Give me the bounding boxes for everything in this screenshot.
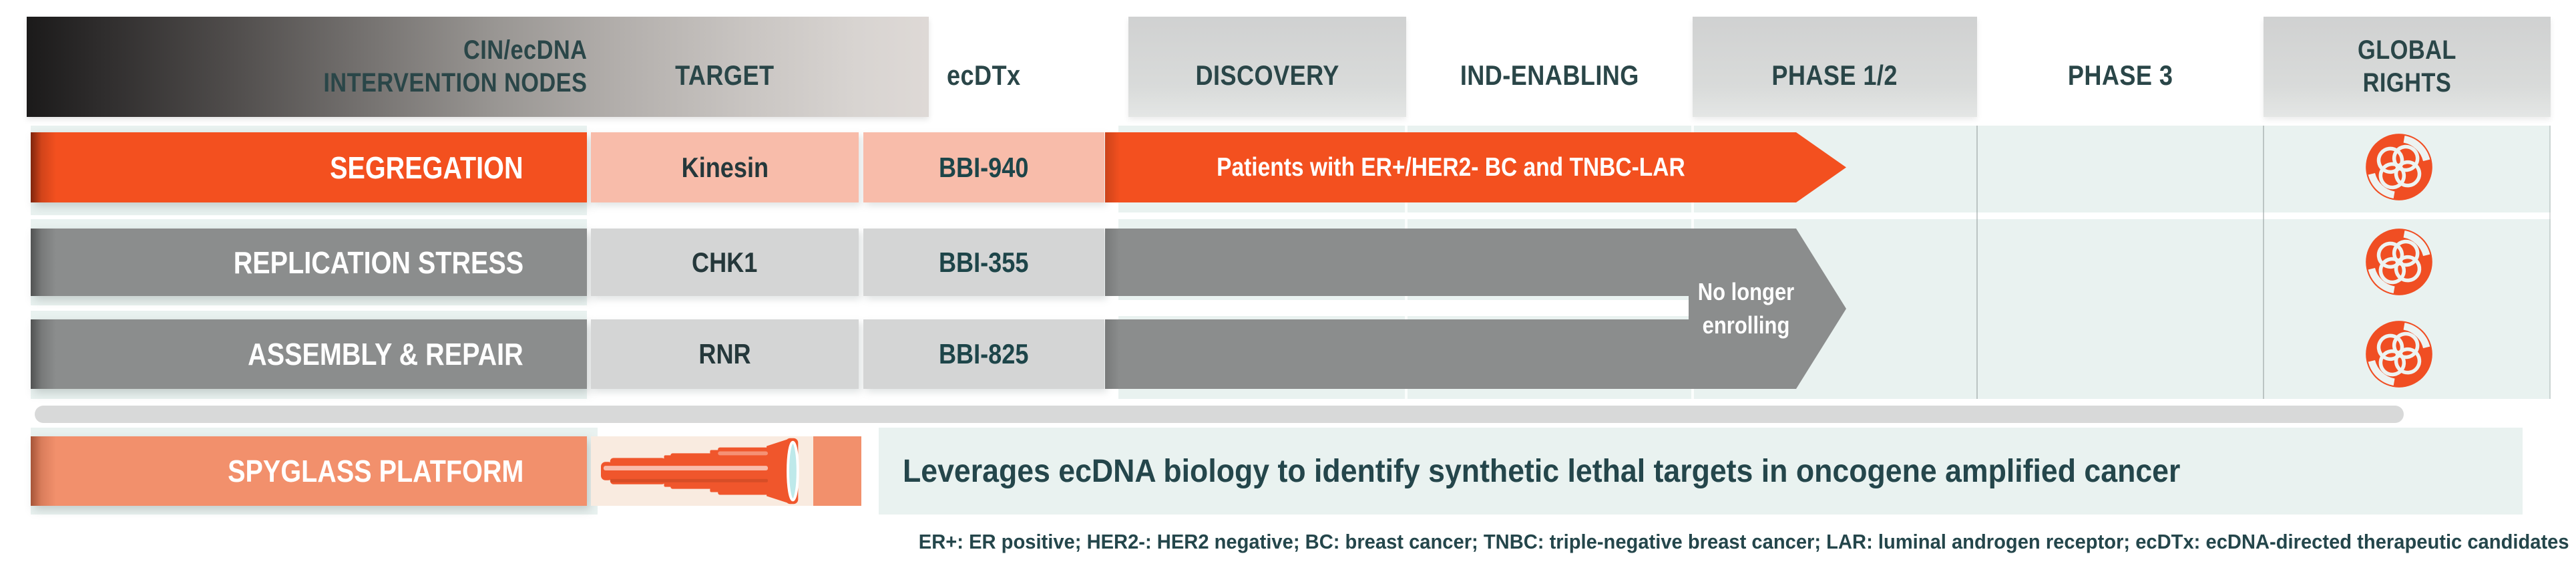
target-cell-kinesin: Kinesin: [591, 132, 859, 202]
header-block-global-rights: [2264, 17, 2551, 117]
header-phase-3: PHASE 3: [2067, 59, 2173, 91]
section-divider: [35, 406, 2404, 423]
row-gap-1: [1118, 212, 2551, 219]
global-rights-logo-icon: [2364, 319, 2434, 390]
spyglass-icon: [601, 438, 811, 504]
global-rights-logo-icon: [2364, 227, 2434, 297]
header-discovery: DISCOVERY: [1195, 59, 1339, 91]
header-block-phase12: [1693, 17, 1977, 117]
platform-accent-block: [813, 436, 861, 506]
stage-arrow-bbi825: [1105, 319, 1689, 389]
header-ecdtx: ecDTx: [947, 59, 1021, 91]
row-node-segregation: SEGREGATION: [31, 132, 587, 202]
header-ind-enabling: IND-ENABLING: [1460, 59, 1639, 91]
stage-arrow-bbi940: Patients with ER+/HER2- BC and TNBC-LAR: [1105, 132, 1846, 202]
stage-arrow-bbi355: [1105, 229, 1689, 296]
column-guide-global-rights: [2263, 126, 2264, 399]
platform-description: Leverages ecDNA biology to identify synt…: [879, 428, 2523, 515]
header-block-discovery: [1128, 17, 1406, 117]
header-global-rights: GLOBAL RIGHTS: [2358, 35, 2456, 98]
target-cell-rnr: RNR: [591, 319, 859, 389]
header-phase-1-2: PHASE 1/2: [1771, 59, 1898, 91]
row-node-assembly-repair: ASSEMBLY & REPAIR: [31, 319, 587, 389]
candidate-cell-bbi355: BBI-355: [863, 229, 1104, 296]
row-gap-2: [1118, 300, 1689, 316]
header-gradient-band: [27, 17, 929, 117]
header-intervention-nodes: CIN/ecDNA INTERVENTION NODES: [323, 35, 587, 98]
row-node-replication-stress: REPLICATION STRESS: [31, 229, 587, 296]
candidate-cell-bbi940: BBI-940: [863, 132, 1104, 202]
target-cell-chk1: CHK1: [591, 229, 859, 296]
footnote-text: ER+: ER positive; HER2-: HER2 negative; …: [919, 530, 2569, 553]
candidate-cell-bbi825: BBI-825: [863, 319, 1104, 389]
header-target: TARGET: [675, 59, 775, 91]
platform-label-bar: SPYGLASS PLATFORM: [31, 436, 587, 506]
column-guide-phase3: [1976, 126, 1978, 399]
column-guide-right-edge: [2549, 126, 2551, 399]
global-rights-logo-icon: [2364, 132, 2434, 202]
